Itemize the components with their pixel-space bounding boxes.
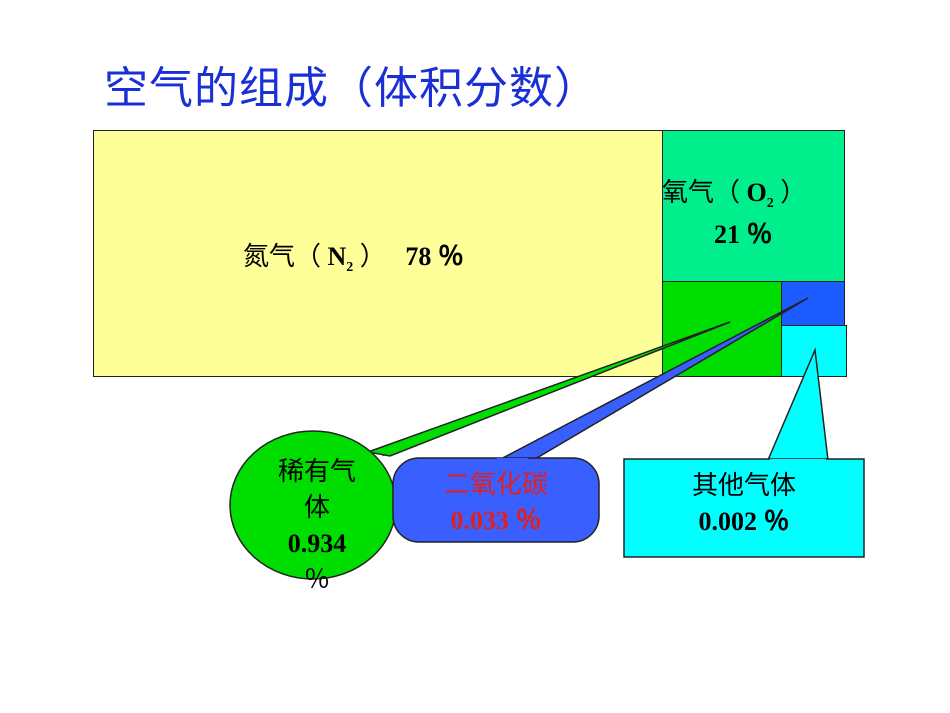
rare-gas-callout-tail: [365, 321, 731, 457]
co2-name: 二氧化碳: [443, 470, 548, 500]
co2-callout-tail: [494, 297, 809, 463]
oxygen-name: 氧气（: [662, 178, 741, 208]
other-callout-tail: [766, 347, 829, 461]
other-bubble: [623, 458, 865, 558]
nitrogen-region: [93, 130, 663, 377]
nitrogen-subscript: 2: [346, 260, 354, 276]
other-gas-text: 其他气体 0.002 ％: [626, 468, 862, 540]
rare-gas-region: [662, 281, 782, 377]
rare-gas-line1: 稀有气: [277, 457, 356, 487]
co2-bubble: [392, 457, 600, 543]
oxygen-close: ）: [780, 178, 807, 208]
co2-percent: 0.033 ％: [450, 506, 542, 535]
page-title: 空气的组成（体积分数）: [104, 63, 599, 114]
nitrogen-formula: N: [327, 242, 347, 271]
oxygen-label: 氧气（ O2 ）: [662, 172, 806, 212]
rare-gas-line2: 体: [303, 493, 330, 523]
rare-gas-text: 稀有气 体 0.934 ％: [262, 454, 372, 598]
other-gas-percent: 0.002 ％: [698, 507, 790, 536]
co2-text: 二氧化碳 0.033 ％: [398, 467, 594, 539]
co2-region: [781, 281, 845, 326]
nitrogen-name: 氮气（: [243, 242, 322, 272]
rare-gas-value: 0.934: [287, 529, 347, 558]
nitrogen-close: ）: [359, 242, 386, 272]
nitrogen-label: 氮气（ N2 ） 78 ％: [243, 236, 464, 276]
nitrogen-percent: 78 ％: [405, 242, 464, 271]
oxygen-formula: O: [746, 178, 767, 207]
rare-gas-unit: ％: [303, 565, 330, 595]
oxygen-subscript: 2: [766, 196, 774, 212]
other-gas-name: 其他气体: [691, 471, 796, 501]
oxygen-percent: 21 ％: [714, 220, 773, 249]
